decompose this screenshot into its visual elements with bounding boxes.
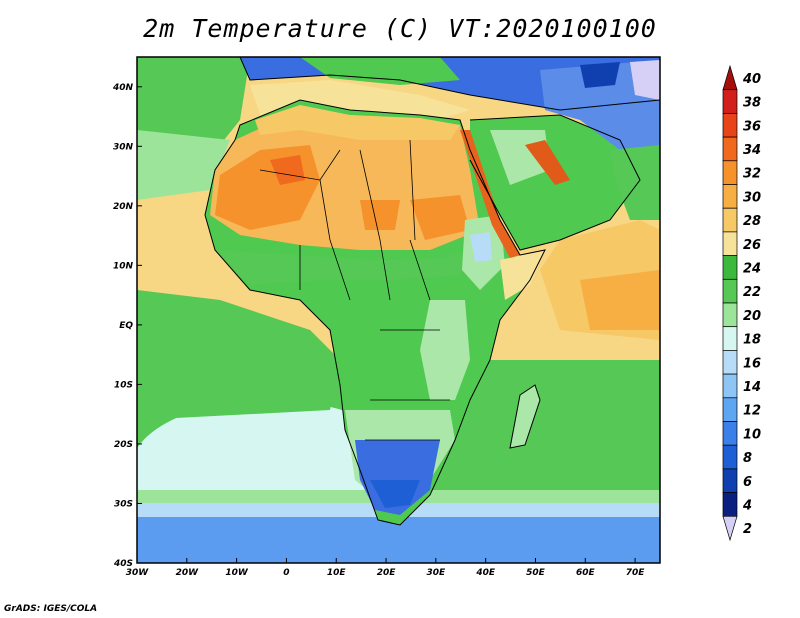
lat-tick-label: 10S (114, 380, 133, 390)
madagascar-coastline (509, 384, 541, 449)
iran-highlands (540, 60, 660, 150)
colorbar-label: 34 (743, 143, 761, 158)
lon-tick-label: 40E (475, 568, 496, 578)
lon-tick-label: 60E (576, 568, 596, 578)
colorbar-swatch (722, 492, 738, 517)
colorbar: 40 38 36 34 32 30 28 26 24 22 20 18 16 14 12 10 8 6 4 2 (722, 64, 761, 542)
colorbar-label: 14 (743, 380, 761, 395)
lat-tick-label: 10N (113, 261, 134, 271)
longitude-axis: 30W 20W 10W 0 10E 20E 30E 40E 50E 60E 70E (126, 558, 646, 578)
southern-africa-cold-core (370, 480, 420, 508)
colorbar-label: 32 (743, 167, 761, 182)
colorbar-swatch (722, 326, 738, 351)
colorbar-label: 38 (743, 96, 761, 111)
lat-tick-label: EQ (119, 321, 133, 331)
lon-tick-label: 0 (283, 568, 289, 578)
colorbar-label: 30 (743, 190, 761, 205)
tibet-pale (630, 60, 660, 100)
colorbar-swatch (722, 184, 738, 209)
country-borders (259, 139, 450, 441)
grads-credit: GrADS: IGES/COLA (4, 604, 98, 614)
colorbar-label: 36 (743, 119, 761, 134)
lat-tick-label: 20S (114, 440, 133, 450)
colorbar-swatch (722, 515, 738, 542)
colorbar-label: 40 (742, 72, 761, 87)
canary-current (137, 130, 230, 200)
latitude-axis: 40S 30S 20S 10S EQ 10N 20N 30N 40N (112, 83, 142, 569)
chad-hot-core (360, 200, 400, 230)
lat-tick-label: 30N (113, 142, 134, 152)
ethiopia-cool-core (470, 232, 492, 262)
lon-tick-label: 10W (225, 568, 249, 578)
colorbar-swatch (722, 255, 738, 280)
colorbar-swatch (722, 444, 738, 470)
chart-title: 2m Temperature (C) VT:2020100100 (143, 14, 657, 43)
lat-tick-label: 40S (113, 559, 133, 569)
africa-coastline (204, 99, 546, 526)
madagascar (510, 385, 540, 448)
lon-tick-label: 30E (427, 568, 447, 578)
india-west (610, 145, 660, 220)
indian-ocean-warm (580, 270, 660, 330)
colorbar-swatch (722, 302, 738, 328)
lat-tick-label: 40N (112, 83, 134, 93)
colorbar-label: 6 (743, 475, 752, 490)
colorbar-label: 2 (743, 522, 752, 537)
colorbar-label: 20 (743, 309, 761, 324)
horn-warm (500, 250, 545, 300)
colorbar-swatch (722, 373, 738, 399)
southern-africa-cool (355, 440, 440, 515)
lon-tick-label: 10E (327, 568, 347, 578)
sudan-hot-core (410, 195, 470, 240)
lon-tick-label: 50E (526, 568, 546, 578)
lon-tick-label: 20E (377, 568, 397, 578)
arabia-coastline (469, 114, 641, 251)
lat-tick-label: 20N (113, 202, 134, 212)
colorbar-swatch (722, 113, 738, 138)
colorbar-label: 22 (743, 285, 761, 300)
europe-coastline (239, 57, 660, 111)
colorbar-swatch (722, 64, 738, 91)
colorbar-swatch (722, 89, 738, 114)
atlantic-cool-tongue (137, 290, 340, 420)
colorbar-swatch (722, 350, 738, 375)
colorbar-label: 12 (743, 404, 761, 419)
colorbar-swatch (722, 397, 738, 422)
sahel-band (215, 250, 470, 285)
colorbar-swatch (722, 278, 738, 304)
colorbar-label: 8 (743, 451, 752, 466)
map-frame (136, 56, 661, 564)
colorbar-swatch (722, 468, 738, 493)
lon-tick-label: 70E (626, 568, 646, 578)
colorbar-label: 10 (743, 427, 761, 442)
map-field (137, 57, 660, 563)
colorbar-swatch (722, 231, 738, 256)
caspian-cold-core (580, 62, 620, 88)
north-africa-coast (255, 105, 460, 140)
colorbar-label: 26 (743, 238, 761, 253)
hot-core-small-1 (270, 155, 305, 185)
lon-tick-label: 30W (126, 568, 150, 578)
colorbar-label: 16 (743, 356, 761, 371)
colorbar-label: 24 (743, 261, 761, 276)
lon-tick-label: 20W (176, 568, 200, 578)
colorbar-swatch (722, 207, 738, 233)
colorbar-label: 4 (742, 498, 752, 513)
colorbar-swatch (722, 136, 738, 162)
colorbar-swatch (722, 421, 738, 446)
east-african-highlands (420, 300, 470, 400)
persian-gulf (525, 140, 570, 185)
colorbar-swatch (722, 160, 738, 185)
europe-green (300, 57, 460, 85)
lat-tick-label: 30S (114, 499, 133, 509)
colorbar-label: 28 (743, 214, 761, 229)
colorbar-label: 18 (743, 333, 761, 348)
